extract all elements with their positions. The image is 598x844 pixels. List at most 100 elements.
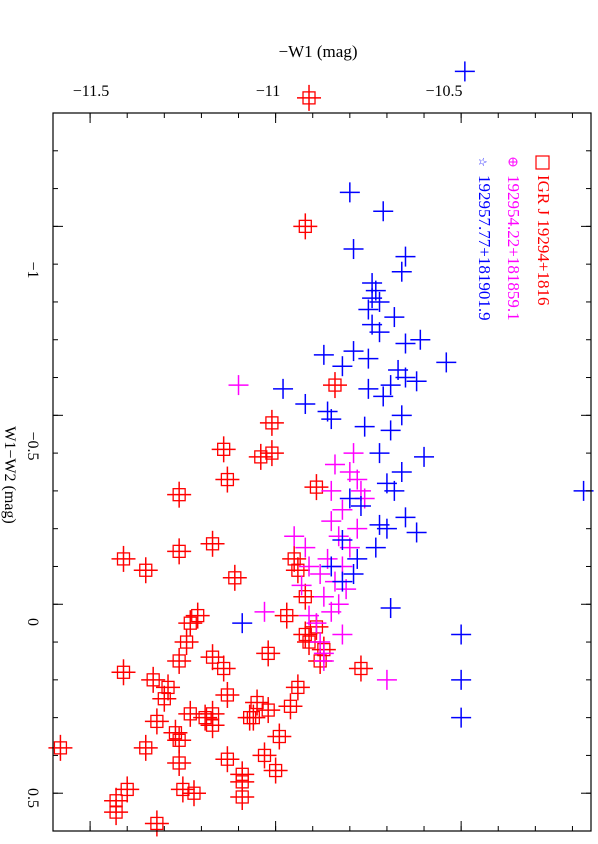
legend-label-192954: 192954.22+181859.1	[504, 175, 523, 321]
data-point	[115, 776, 140, 803]
data-point	[384, 307, 405, 328]
data-point	[295, 537, 316, 558]
data-point	[259, 440, 284, 467]
data-point	[317, 548, 338, 569]
data-point	[259, 409, 284, 436]
data-point	[336, 579, 357, 600]
data-point	[406, 522, 427, 543]
data-point	[324, 454, 345, 475]
data-point	[376, 473, 397, 494]
data-point	[163, 719, 188, 746]
data-point	[358, 348, 379, 369]
data-point	[178, 700, 203, 727]
data-point	[391, 405, 412, 426]
x-tick-label-2: 0	[24, 618, 41, 626]
data-point	[451, 707, 472, 728]
star-icon: ☆	[476, 157, 488, 167]
series-192954	[228, 375, 397, 690]
legend-item-igr: IGR J 19294+1816	[534, 155, 553, 305]
data-point	[410, 329, 431, 350]
data-point	[350, 496, 371, 517]
data-point	[104, 799, 129, 826]
data-point	[369, 291, 390, 312]
data-point	[215, 466, 240, 493]
data-point	[358, 299, 379, 320]
legend-label-192957: 192957.77+181901.9	[475, 175, 494, 321]
data-point	[282, 545, 307, 572]
data-point	[156, 674, 181, 701]
data-point	[252, 742, 277, 769]
data-point	[211, 655, 236, 682]
data-point	[144, 810, 169, 837]
data-point	[291, 575, 312, 596]
data-point	[321, 511, 342, 532]
data-point	[152, 685, 177, 712]
y-tick-label-1: −11	[256, 83, 280, 100]
data-point	[384, 480, 405, 501]
data-point	[285, 674, 310, 701]
data-point	[167, 481, 192, 508]
data-point	[170, 776, 195, 803]
data-point	[451, 669, 472, 690]
data-point	[228, 375, 249, 396]
data-point	[376, 669, 397, 690]
x-axis-title: W1−W2 (mag)	[1, 426, 18, 523]
data-point	[369, 443, 390, 464]
data-point	[321, 556, 342, 577]
y-tick-label-0: −11.5	[73, 83, 109, 100]
data-point	[278, 693, 303, 720]
data-point	[167, 727, 192, 754]
data-point	[48, 734, 73, 761]
data-point	[395, 246, 416, 267]
data-point	[293, 583, 318, 610]
data-point	[369, 322, 390, 343]
data-point	[343, 443, 364, 464]
data-point	[313, 586, 334, 607]
data-point	[388, 359, 409, 380]
data-point	[347, 469, 368, 490]
data-point	[181, 780, 206, 807]
data-point	[313, 643, 334, 664]
data-point	[211, 436, 236, 463]
data-point	[328, 526, 349, 547]
data-point	[332, 499, 353, 520]
data-point	[285, 557, 310, 584]
x-tick-label-0: −1	[24, 261, 41, 278]
data-point	[380, 375, 401, 396]
series-igr-j-19294	[48, 84, 373, 837]
data-point	[343, 564, 364, 585]
data-point	[167, 538, 192, 565]
data-point	[395, 333, 416, 354]
data-point	[332, 624, 353, 645]
data-point	[343, 341, 364, 362]
data-point	[310, 632, 331, 653]
data-point	[339, 537, 360, 558]
data-point	[313, 344, 334, 365]
circle-plus-icon	[508, 157, 518, 167]
x-tick-label-1: −0.5	[24, 431, 41, 460]
data-point	[369, 514, 390, 535]
data-point	[391, 462, 412, 482]
data-point	[321, 601, 342, 622]
data-point	[299, 605, 320, 626]
data-point	[167, 647, 192, 674]
data-point	[362, 288, 383, 309]
x-tick-label-3: 0.5	[24, 788, 41, 808]
square-icon	[535, 155, 550, 170]
data-point	[347, 548, 368, 569]
data-point	[111, 545, 136, 572]
data-point	[380, 598, 401, 619]
data-point	[395, 507, 416, 528]
data-point	[328, 594, 349, 615]
data-point	[256, 697, 281, 724]
data-point	[133, 734, 158, 761]
data-point	[451, 624, 472, 645]
data-point	[454, 61, 475, 82]
data-point	[317, 401, 338, 422]
data-point	[297, 84, 322, 111]
data-point	[362, 314, 383, 335]
data-point	[347, 518, 368, 539]
y-axis-title: −W1 (mag)	[279, 42, 358, 61]
data-point	[185, 602, 210, 629]
